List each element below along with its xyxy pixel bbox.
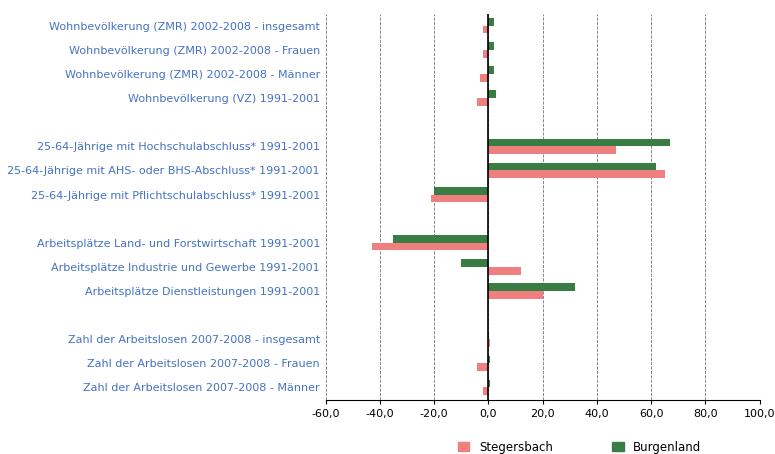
Bar bbox=[477, 363, 488, 371]
Bar bbox=[461, 259, 488, 267]
Bar bbox=[488, 18, 494, 26]
Legend: Stegersbach, Burgenland: Stegersbach, Burgenland bbox=[453, 436, 706, 454]
Bar bbox=[488, 170, 665, 178]
Bar bbox=[488, 283, 575, 291]
Bar bbox=[488, 66, 494, 74]
Bar bbox=[434, 187, 488, 194]
Bar bbox=[480, 74, 488, 82]
Bar bbox=[488, 291, 542, 299]
Bar bbox=[477, 98, 488, 106]
Bar bbox=[488, 163, 656, 170]
Bar bbox=[488, 355, 490, 363]
Bar bbox=[488, 267, 521, 275]
Bar bbox=[488, 90, 496, 98]
Bar bbox=[431, 194, 488, 202]
Bar bbox=[488, 146, 615, 154]
Bar bbox=[483, 387, 488, 395]
Bar bbox=[371, 243, 488, 251]
Bar bbox=[488, 339, 490, 347]
Bar bbox=[393, 235, 488, 243]
Bar bbox=[488, 331, 489, 339]
Bar bbox=[483, 50, 488, 58]
Bar bbox=[483, 26, 488, 34]
Bar bbox=[488, 42, 494, 50]
Bar bbox=[488, 380, 490, 387]
Bar bbox=[488, 138, 670, 146]
